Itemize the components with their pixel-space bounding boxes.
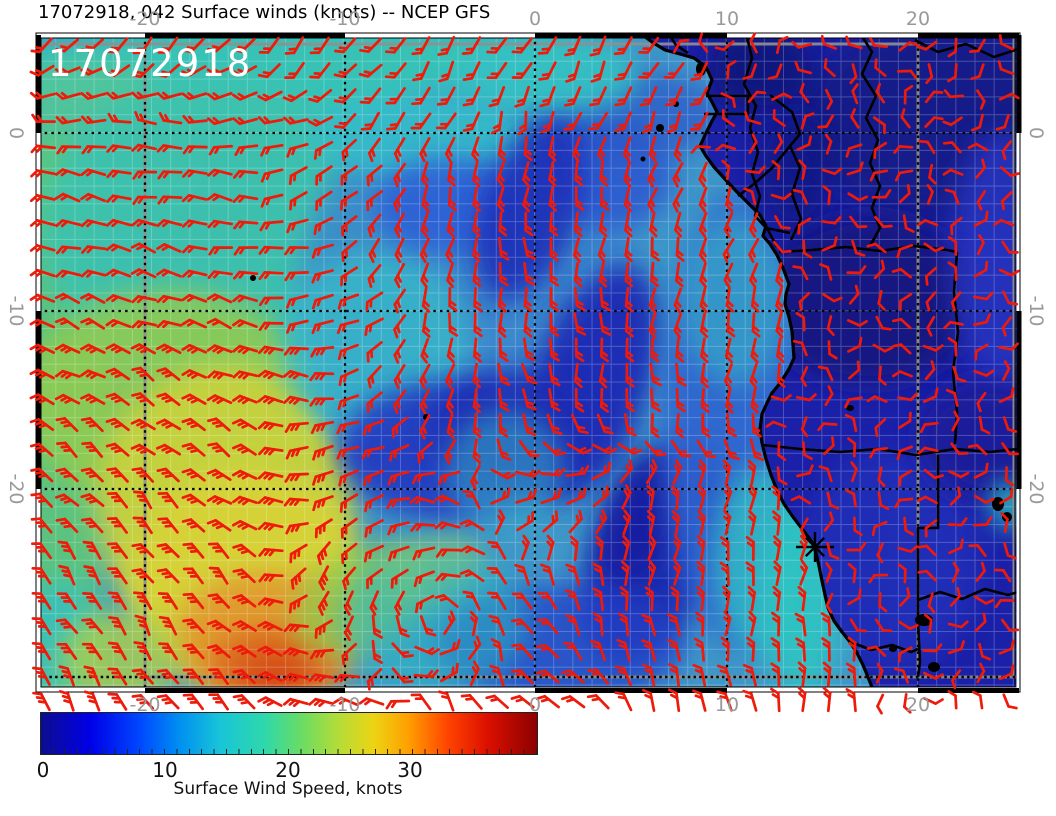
axis-bottom-tick-1: -10	[329, 694, 361, 716]
axis-top-tick-2: 0	[528, 8, 542, 30]
country-border	[914, 38, 1019, 59]
colorbar-minor-ticks	[41, 749, 537, 754]
axis-left-tick-2: -20	[5, 473, 27, 505]
axis-top-tick-3: 10	[714, 8, 740, 30]
plot-title: 17072918, 042 Surface winds (knots) -- N…	[38, 2, 491, 23]
country-border	[788, 145, 803, 241]
island	[656, 124, 664, 132]
axis-left-tick-0: 0	[5, 126, 27, 140]
axis-left-tick-1: -10	[5, 295, 27, 327]
island	[640, 156, 646, 162]
colorbar-tick-1: 10	[152, 758, 178, 782]
colorbar-tick-3: 30	[397, 758, 423, 782]
axis-top-tick-1: -10	[329, 8, 361, 30]
country-border	[765, 226, 791, 235]
colorbar-tick-2: 20	[275, 758, 301, 782]
axis-top-tick-0: -20	[129, 8, 161, 30]
country-border	[917, 587, 1019, 602]
country-border	[742, 35, 779, 248]
axis-right-tick-0: 0	[1025, 126, 1047, 140]
country-border	[859, 35, 882, 247]
country-border	[916, 455, 940, 678]
island	[250, 275, 256, 281]
datetime-stamp: 17072918	[48, 42, 253, 85]
colorbar-label: Surface Wind Speed, knots	[173, 779, 403, 799]
country-border	[850, 640, 919, 654]
axis-bottom-tick-4: 20	[905, 694, 931, 716]
axis-bottom-tick-0: -20	[129, 694, 161, 716]
wind-barb-field	[29, 32, 1020, 715]
axis-bottom-tick-2: 0	[528, 694, 542, 716]
axis-right-tick-1: -10	[1025, 295, 1047, 327]
colorbar	[40, 712, 538, 755]
axis-bottom-tick-3: 10	[714, 694, 740, 716]
country-border	[737, 93, 802, 198]
axis-right-tick-2: -20	[1025, 473, 1047, 505]
colorbar-tick-0: 0	[36, 758, 50, 782]
map-frame	[35, 32, 1022, 694]
country-border	[778, 244, 958, 254]
axis-top-tick-4: 20	[905, 8, 931, 30]
map-field	[38, 35, 1019, 690]
